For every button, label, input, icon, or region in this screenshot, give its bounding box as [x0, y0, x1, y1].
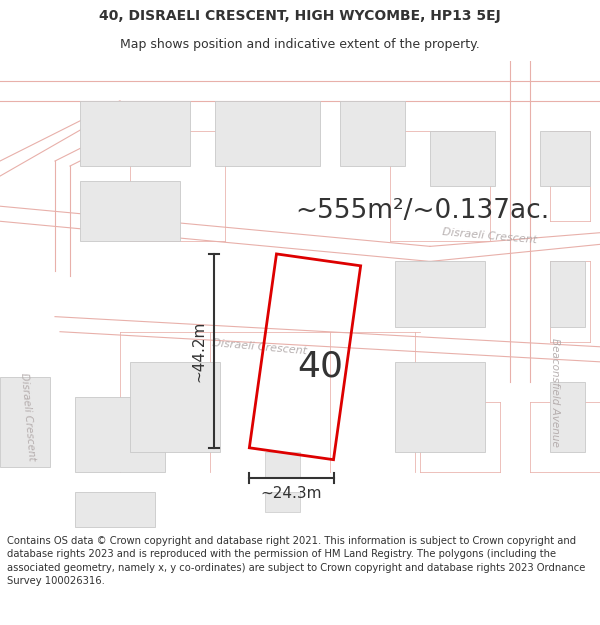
- Bar: [395, 261, 485, 327]
- Text: Disraeli Crescent: Disraeli Crescent: [19, 372, 37, 461]
- Text: ~44.2m: ~44.2m: [191, 320, 206, 381]
- Bar: [550, 261, 585, 327]
- Bar: [265, 452, 300, 478]
- Text: Contains OS data © Crown copyright and database right 2021. This information is : Contains OS data © Crown copyright and d…: [7, 536, 586, 586]
- Bar: [340, 101, 405, 166]
- Text: 40, DISRAELI CRESCENT, HIGH WYCOMBE, HP13 5EJ: 40, DISRAELI CRESCENT, HIGH WYCOMBE, HP1…: [99, 9, 501, 24]
- Text: 40: 40: [297, 350, 343, 384]
- Bar: [75, 397, 165, 472]
- Bar: [215, 101, 320, 166]
- Bar: [0, 377, 50, 468]
- Bar: [395, 362, 485, 452]
- Bar: [80, 181, 180, 241]
- Text: Disraeli Crescent: Disraeli Crescent: [212, 338, 308, 356]
- Bar: [540, 131, 590, 186]
- Bar: [80, 101, 190, 166]
- Bar: [265, 492, 300, 512]
- Text: Beaconsfield Avenue: Beaconsfield Avenue: [550, 338, 560, 446]
- Text: Map shows position and indicative extent of the property.: Map shows position and indicative extent…: [120, 38, 480, 51]
- Bar: [130, 362, 220, 452]
- Text: Disraeli Crescent: Disraeli Crescent: [442, 228, 538, 246]
- Bar: [75, 492, 155, 528]
- Text: ~555m²/~0.137ac.: ~555m²/~0.137ac.: [295, 198, 549, 224]
- Text: ~24.3m: ~24.3m: [260, 486, 322, 501]
- Bar: [430, 131, 495, 186]
- Bar: [550, 382, 585, 452]
